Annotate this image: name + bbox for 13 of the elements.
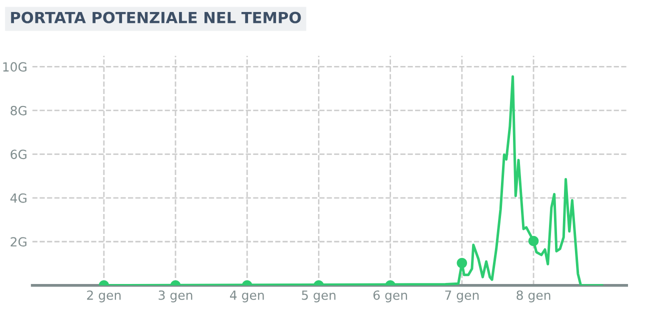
y-tick-label: 6G — [10, 150, 26, 160]
chart-title: PORTATA POTENZIALE NEL TEMPO — [11, 12, 301, 24]
x-tick-label: 8 gen — [516, 290, 550, 302]
x-tick-label: 6 gen — [373, 290, 407, 302]
x-tick-label: 3 gen — [158, 290, 192, 302]
x-tick-label: 7 gen — [445, 290, 479, 302]
x-tick-label: 5 gen — [302, 290, 336, 302]
y-tick-label: 4G — [10, 193, 26, 203]
y-tick-label: 8G — [10, 106, 26, 116]
y-tick-label: 10G — [3, 62, 26, 72]
x-tick-label: 2 gen — [87, 290, 121, 302]
y-tick-label: 2G — [10, 237, 26, 247]
x-tick-label: 4 gen — [230, 290, 264, 302]
